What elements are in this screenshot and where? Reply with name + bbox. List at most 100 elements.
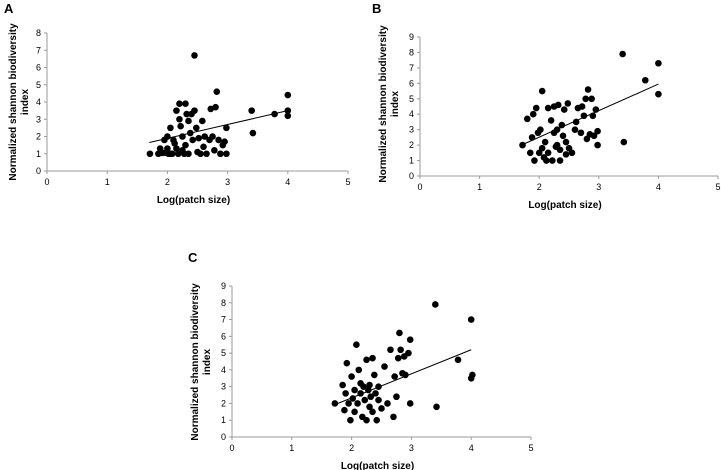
data-point: [351, 408, 358, 416]
data-point: [523, 115, 531, 123]
data-point: [186, 129, 194, 137]
y-tick-label: 0: [409, 171, 414, 181]
data-point: [578, 103, 586, 110]
data-point: [381, 363, 388, 370]
x-tick-label: 3: [225, 177, 230, 187]
x-tick-label: 4: [469, 443, 474, 453]
data-point: [361, 396, 369, 404]
data-point: [393, 393, 400, 401]
data-point: [191, 107, 198, 114]
x-tick-label: 1: [105, 177, 110, 187]
data-point: [182, 141, 189, 149]
data-point: [547, 117, 555, 124]
x-tick-label: 5: [528, 443, 533, 453]
data-point: [375, 383, 382, 390]
y-axis-title-line: Normalized shannon biodiversity: [378, 25, 389, 183]
y-tick-label: 2: [409, 140, 414, 150]
chart-panel-b: B 0 1 2 3 4 5 0 1 2 3 4 5 6 7 8 9 Log(patch size) Normaliz…: [372, 1, 721, 211]
y-tick-label: 4: [221, 365, 226, 375]
y-tick-label: 5: [221, 348, 226, 358]
data-point: [213, 88, 221, 95]
x-tick-label: 2: [537, 182, 542, 192]
data-point: [556, 157, 564, 164]
data-point: [173, 145, 180, 152]
data-point: [537, 126, 544, 133]
data-point: [405, 349, 412, 357]
data-point: [221, 138, 228, 145]
data-point: [572, 118, 580, 126]
trend-line: [333, 349, 472, 406]
data-point: [619, 50, 626, 58]
data-point: [371, 371, 378, 379]
data-point: [577, 129, 585, 137]
y-tick-label: 3: [221, 382, 226, 392]
data-point: [357, 390, 364, 397]
y-tick-label: 9: [409, 32, 414, 42]
panel-label: C: [188, 250, 198, 265]
data-point: [185, 117, 192, 125]
x-tick-label: 5: [345, 177, 350, 187]
x-axis-title: Log(patch size): [157, 195, 230, 206]
data-point: [164, 145, 171, 152]
data-point: [168, 150, 176, 158]
x-tick-label: 0: [44, 177, 49, 187]
y-tick-label: 5: [36, 80, 41, 90]
data-point: [564, 100, 572, 107]
data-point: [176, 115, 183, 123]
data-point: [363, 416, 370, 424]
data-point: [378, 405, 385, 412]
data-point: [562, 151, 570, 158]
data-point: [589, 112, 597, 120]
data-point: [526, 149, 534, 157]
data-point: [580, 112, 588, 120]
data-point: [592, 106, 600, 113]
y-tick-label: 8: [409, 47, 414, 57]
data-point: [212, 103, 219, 111]
data-point: [192, 124, 200, 132]
data-point: [195, 134, 203, 142]
data-point: [406, 400, 414, 407]
data-point: [584, 86, 592, 93]
data-point: [191, 52, 198, 59]
data-point: [339, 381, 346, 389]
y-tick-label: 2: [221, 398, 226, 408]
y-tick-label: 3: [36, 114, 41, 124]
chart-panel-a: A 0 1 2 3 4 5 0 1 2 3 4 5 6 7 8 Log(patch size) Normalize…: [4, 1, 351, 206]
y-tick-label: 3: [409, 125, 414, 135]
y-tick-label: 6: [409, 78, 414, 88]
data-point: [588, 95, 595, 103]
y-axis-title: Normalized shannon biodiversity index: [378, 25, 401, 183]
data-point: [372, 390, 379, 397]
y-tick-label: 7: [36, 45, 41, 55]
data-point: [183, 110, 190, 118]
data-point: [209, 133, 216, 140]
x-tick-label: 4: [656, 182, 661, 192]
x-tick-label: 3: [409, 443, 414, 453]
data-point: [271, 110, 278, 118]
data-point: [467, 374, 475, 382]
data-point: [373, 416, 381, 424]
x-tick-label: 1: [289, 443, 294, 453]
data-point: [544, 104, 552, 112]
data-point: [402, 371, 409, 379]
data-point: [179, 133, 186, 140]
x-tick-label: 2: [165, 177, 170, 187]
data-point: [369, 408, 376, 416]
x-tick-label: 3: [596, 182, 601, 192]
data-point: [201, 133, 209, 140]
data-point: [360, 383, 367, 390]
data-point: [167, 124, 174, 132]
data-point: [355, 366, 363, 374]
data-point: [590, 132, 598, 140]
data-point: [556, 146, 564, 154]
y-tick-label: 4: [409, 109, 414, 119]
data-point: [200, 143, 207, 151]
data-point: [215, 136, 222, 144]
data-point: [341, 406, 348, 414]
x-tick-label: 0: [229, 443, 234, 453]
data-point: [185, 150, 192, 158]
data-point: [171, 140, 178, 147]
data-point: [394, 354, 402, 362]
data-point: [387, 346, 394, 354]
